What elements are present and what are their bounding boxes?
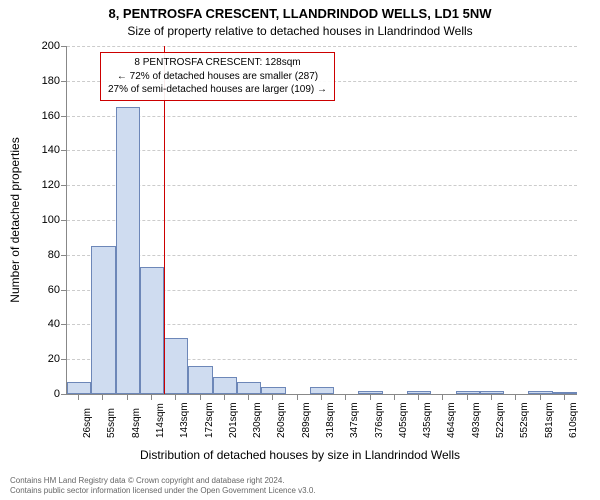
y-tick-mark bbox=[61, 46, 66, 47]
x-tick-mark bbox=[248, 394, 249, 400]
x-tick-mark bbox=[442, 394, 443, 400]
histogram-bar bbox=[237, 382, 261, 394]
histogram-bar bbox=[553, 392, 577, 394]
y-tick-mark bbox=[61, 290, 66, 291]
y-axis-label: Number of detached properties bbox=[8, 137, 22, 302]
grid-line bbox=[67, 46, 577, 47]
histogram-bar bbox=[407, 391, 431, 394]
chart-title-main: 8, PENTROSFA CRESCENT, LLANDRINDOD WELLS… bbox=[0, 6, 600, 21]
y-tick-label: 100 bbox=[30, 214, 60, 226]
x-axis-label: Distribution of detached houses by size … bbox=[0, 448, 600, 462]
histogram-bar bbox=[91, 246, 115, 394]
y-tick-mark bbox=[61, 81, 66, 82]
x-tick-label: 318sqm bbox=[325, 402, 336, 438]
x-tick-mark bbox=[515, 394, 516, 400]
grid-line bbox=[67, 150, 577, 151]
histogram-bar bbox=[261, 387, 285, 394]
y-tick-label: 160 bbox=[30, 110, 60, 122]
x-tick-label: 435sqm bbox=[422, 402, 433, 438]
grid-line bbox=[67, 185, 577, 186]
y-tick-mark bbox=[61, 255, 66, 256]
x-tick-mark bbox=[394, 394, 395, 400]
x-tick-label: 172sqm bbox=[204, 402, 215, 438]
x-tick-mark bbox=[102, 394, 103, 400]
footer-attribution: Contains HM Land Registry data © Crown c… bbox=[10, 476, 316, 496]
chart-title-sub: Size of property relative to detached ho… bbox=[0, 24, 600, 38]
histogram-bar bbox=[67, 382, 91, 394]
histogram-bar bbox=[456, 391, 480, 394]
x-tick-label: 143sqm bbox=[179, 402, 190, 438]
grid-line bbox=[67, 116, 577, 117]
histogram-bar bbox=[140, 267, 164, 394]
x-tick-mark bbox=[370, 394, 371, 400]
histogram-bar bbox=[188, 366, 212, 394]
y-tick-label: 80 bbox=[30, 249, 60, 261]
x-tick-mark bbox=[224, 394, 225, 400]
x-tick-mark bbox=[78, 394, 79, 400]
x-tick-label: 201sqm bbox=[228, 402, 239, 438]
x-tick-label: 84sqm bbox=[131, 408, 142, 438]
x-tick-mark bbox=[151, 394, 152, 400]
x-tick-mark bbox=[540, 394, 541, 400]
x-tick-mark bbox=[297, 394, 298, 400]
histogram-bar bbox=[528, 391, 552, 394]
x-tick-mark bbox=[200, 394, 201, 400]
y-tick-label: 120 bbox=[30, 179, 60, 191]
x-tick-mark bbox=[491, 394, 492, 400]
y-tick-label: 0 bbox=[30, 388, 60, 400]
histogram-bar bbox=[213, 377, 237, 394]
x-tick-mark bbox=[272, 394, 273, 400]
x-tick-label: 376sqm bbox=[374, 402, 385, 438]
x-tick-label: 405sqm bbox=[398, 402, 409, 438]
x-tick-label: 55sqm bbox=[106, 408, 117, 438]
y-tick-mark bbox=[61, 394, 66, 395]
x-tick-label: 493sqm bbox=[471, 402, 482, 438]
y-tick-mark bbox=[61, 220, 66, 221]
x-tick-label: 552sqm bbox=[519, 402, 530, 438]
y-tick-label: 20 bbox=[30, 353, 60, 365]
footer-line-1: Contains HM Land Registry data © Crown c… bbox=[10, 476, 316, 486]
x-tick-label: 581sqm bbox=[544, 402, 555, 438]
histogram-bar bbox=[164, 338, 188, 394]
histogram-bar bbox=[310, 387, 334, 394]
y-tick-label: 180 bbox=[30, 75, 60, 87]
x-tick-mark bbox=[127, 394, 128, 400]
y-tick-mark bbox=[61, 116, 66, 117]
grid-line bbox=[67, 255, 577, 256]
x-tick-mark bbox=[175, 394, 176, 400]
histogram-bar bbox=[358, 391, 382, 394]
y-tick-label: 140 bbox=[30, 144, 60, 156]
y-tick-label: 60 bbox=[30, 284, 60, 296]
x-tick-label: 522sqm bbox=[495, 402, 506, 438]
x-tick-label: 464sqm bbox=[446, 402, 457, 438]
y-tick-label: 40 bbox=[30, 318, 60, 330]
x-tick-label: 610sqm bbox=[568, 402, 579, 438]
x-tick-mark bbox=[321, 394, 322, 400]
callout-line-2: ← 72% of detached houses are smaller (28… bbox=[108, 70, 327, 84]
callout-line-3: 27% of semi-detached houses are larger (… bbox=[108, 83, 327, 97]
y-tick-mark bbox=[61, 359, 66, 360]
grid-line bbox=[67, 220, 577, 221]
x-tick-label: 26sqm bbox=[82, 408, 93, 438]
x-tick-mark bbox=[467, 394, 468, 400]
x-tick-label: 289sqm bbox=[301, 402, 312, 438]
histogram-bar bbox=[116, 107, 140, 394]
y-tick-mark bbox=[61, 150, 66, 151]
y-tick-mark bbox=[61, 324, 66, 325]
x-tick-mark bbox=[418, 394, 419, 400]
y-tick-label: 200 bbox=[30, 40, 60, 52]
marker-callout: 8 PENTROSFA CRESCENT: 128sqm ← 72% of de… bbox=[100, 52, 335, 101]
chart-container: 8, PENTROSFA CRESCENT, LLANDRINDOD WELLS… bbox=[0, 0, 600, 500]
x-tick-label: 347sqm bbox=[349, 402, 360, 438]
y-tick-mark bbox=[61, 185, 66, 186]
x-tick-label: 230sqm bbox=[252, 402, 263, 438]
footer-line-2: Contains public sector information licen… bbox=[10, 486, 316, 496]
x-tick-mark bbox=[564, 394, 565, 400]
x-tick-mark bbox=[345, 394, 346, 400]
callout-line-1: 8 PENTROSFA CRESCENT: 128sqm bbox=[108, 56, 327, 70]
x-tick-label: 260sqm bbox=[276, 402, 287, 438]
x-tick-label: 114sqm bbox=[155, 403, 166, 438]
